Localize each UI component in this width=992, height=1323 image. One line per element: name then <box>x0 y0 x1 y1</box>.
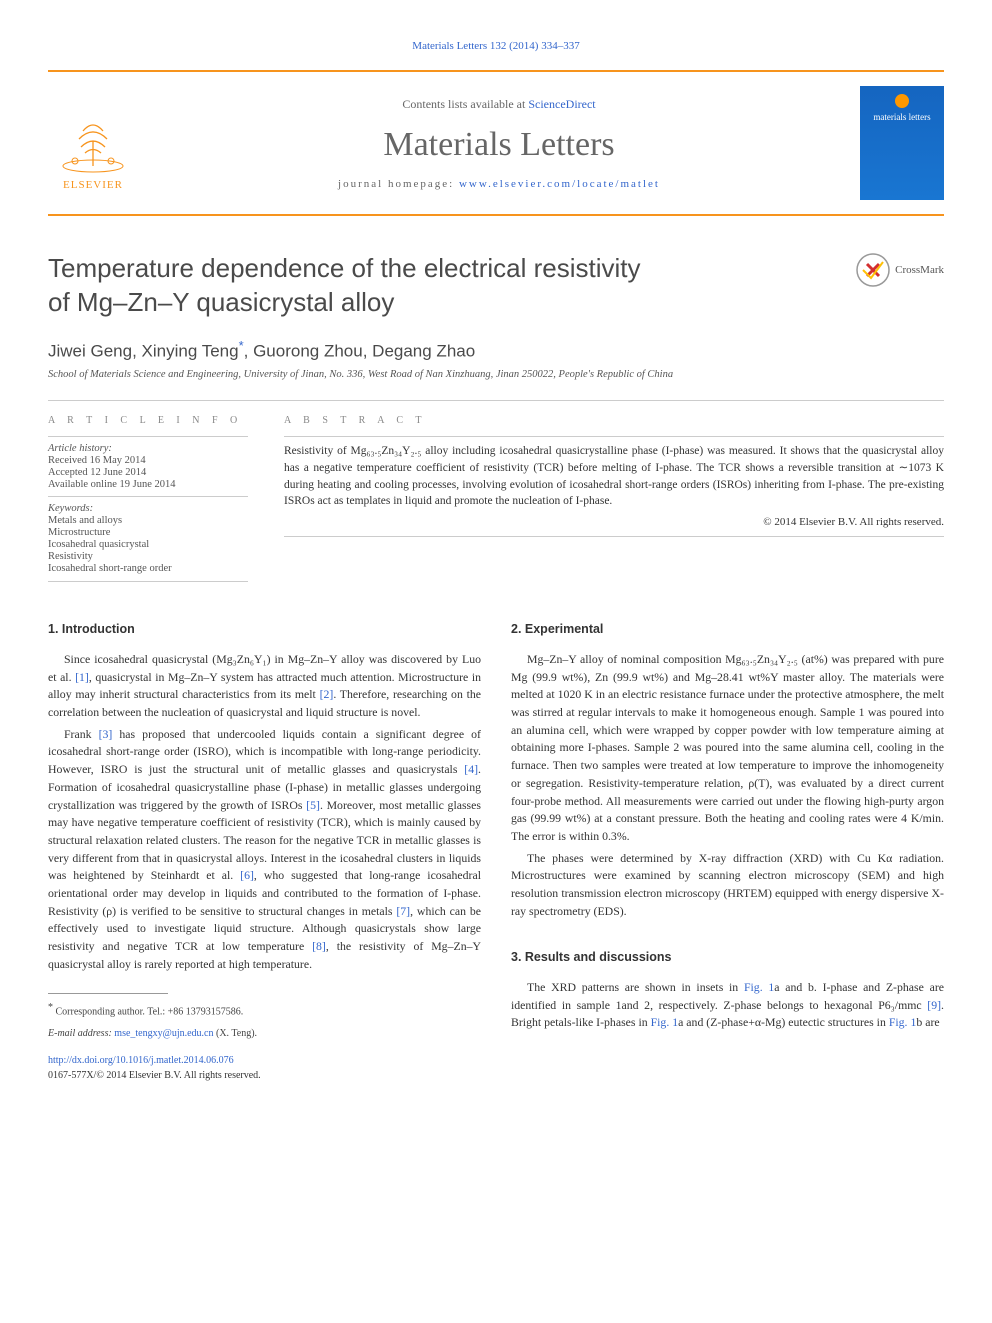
elsevier-logo: ELSEVIER <box>48 95 138 191</box>
history-online: Available online 19 June 2014 <box>48 479 248 490</box>
cover-dot-icon <box>895 94 909 108</box>
doi-block: http://dx.doi.org/10.1016/j.matlet.2014.… <box>48 1053 481 1083</box>
section-3-head: 3. Results and discussions <box>511 948 944 967</box>
ref-4[interactable]: [4] <box>464 762 478 776</box>
crossmark-badge[interactable]: CrossMark <box>855 252 944 288</box>
kw-2: Microstructure <box>48 527 248 538</box>
title-line-1: Temperature dependence of the electrical… <box>48 253 641 283</box>
s3p1a: The XRD patterns are shown in insets in <box>527 980 744 994</box>
email-who: (X. Teng). <box>214 1028 258 1039</box>
ref-3[interactable]: [3] <box>99 727 113 741</box>
s3p1e: b are <box>916 1015 939 1029</box>
ref-6[interactable]: [6] <box>240 868 254 882</box>
journal-cover-thumb: materials letters <box>860 86 944 200</box>
email-label: E-mail address: <box>48 1028 114 1039</box>
s2-para-2: The phases were determined by X-ray diff… <box>511 850 944 921</box>
contents-line: Contents lists available at ScienceDirec… <box>138 97 860 112</box>
ref-1[interactable]: [1] <box>75 670 89 684</box>
kw-3: Icosahedral quasicrystal <box>48 539 248 550</box>
article-info-head: A R T I C L E I N F O <box>48 415 248 426</box>
corr-text: Corresponding author. Tel.: +86 13793157… <box>56 1007 244 1018</box>
s1-para-1: Since icosahedral quasicrystal (Mg₃Zn₆Y₁… <box>48 651 481 722</box>
crossmark-label: CrossMark <box>895 264 944 276</box>
kw-4: Resistivity <box>48 551 248 562</box>
authors-first: Jiwei Geng, Xinying Teng <box>48 341 239 360</box>
s1p2b: has proposed that undercooled liquids co… <box>48 727 481 776</box>
ref-8[interactable]: [8] <box>312 939 326 953</box>
corresponding-footnote: * Corresponding author. Tel.: +86 137931… <box>48 1000 481 1019</box>
kw-5: Icosahedral short-range order <box>48 563 248 574</box>
homepage-line: journal homepage: www.elsevier.com/locat… <box>138 178 860 190</box>
kw-1: Metals and alloys <box>48 515 248 526</box>
authors-rest: , Guorong Zhou, Degang Zhao <box>244 341 476 360</box>
s3-para-1: The XRD patterns are shown in insets in … <box>511 979 944 1032</box>
s1p2a: Frank <box>64 727 99 741</box>
running-header: Materials Letters 132 (2014) 334–337 <box>48 40 944 52</box>
abstract-col: A B S T R A C T Resistivity of Mg₆₃.₅Zn₃… <box>284 415 944 575</box>
body-columns: 1. Introduction Since icosahedral quasic… <box>48 610 944 1082</box>
section-2-head: 2. Experimental <box>511 620 944 639</box>
divider <box>48 400 944 401</box>
homepage-prefix: journal homepage: <box>338 178 459 190</box>
abstract-text: Resistivity of Mg₆₃.₅Zn₃₄Y₂.₅ alloy incl… <box>284 443 944 510</box>
paper-title: Temperature dependence of the electrical… <box>48 252 855 320</box>
email-link[interactable]: mse_tengxy@ujn.edu.cn <box>114 1028 213 1039</box>
history-received: Received 16 May 2014 <box>48 455 248 466</box>
authors-line: Jiwei Geng, Xinying Teng*, Guorong Zhou,… <box>48 338 944 362</box>
fig-1-ref-a[interactable]: Fig. 1 <box>744 980 774 994</box>
cover-text: materials letters <box>873 112 930 122</box>
ref-5[interactable]: [5] <box>306 798 320 812</box>
footnote-star-icon: * <box>48 1002 56 1013</box>
fig-1-ref-b[interactable]: Fig. 1 <box>651 1015 679 1029</box>
elsevier-label: ELSEVIER <box>63 179 123 191</box>
header-center: Contents lists available at ScienceDirec… <box>138 97 860 190</box>
affiliation: School of Materials Science and Engineer… <box>48 369 944 380</box>
history-title: Article history: <box>48 443 248 454</box>
sciencedirect-link[interactable]: ScienceDirect <box>528 97 595 111</box>
contents-prefix: Contents lists available at <box>402 97 528 111</box>
title-block: Temperature dependence of the electrical… <box>48 252 944 320</box>
fig-1-ref-c[interactable]: Fig. 1 <box>889 1015 917 1029</box>
issn-line: 0167-577X/© 2014 Elsevier B.V. All right… <box>48 1068 481 1083</box>
email-footnote: E-mail address: mse_tengxy@ujn.edu.cn (X… <box>48 1026 481 1041</box>
left-column: 1. Introduction Since icosahedral quasic… <box>48 610 481 1082</box>
footnote-separator <box>48 993 168 994</box>
journal-header-box: ELSEVIER Contents lists available at Sci… <box>48 70 944 216</box>
journal-name: Materials Letters <box>138 126 860 164</box>
crossmark-icon <box>855 252 891 288</box>
page-root: Materials Letters 132 (2014) 334–337 ELS… <box>0 0 992 1123</box>
s3p1d: a and (Z-phase+α-Mg) eutectic structures… <box>678 1015 889 1029</box>
abstract-head: A B S T R A C T <box>284 415 944 426</box>
homepage-link[interactable]: www.elsevier.com/locate/matlet <box>459 178 660 190</box>
section-1-head: 1. Introduction <box>48 620 481 639</box>
doi-link[interactable]: http://dx.doi.org/10.1016/j.matlet.2014.… <box>48 1053 481 1068</box>
ref-7[interactable]: [7] <box>396 904 410 918</box>
history-accepted: Accepted 12 June 2014 <box>48 467 248 478</box>
elsevier-tree-icon <box>55 111 131 177</box>
abstract-copyright: © 2014 Elsevier B.V. All rights reserved… <box>284 516 944 528</box>
ref-9[interactable]: [9] <box>927 998 941 1012</box>
title-line-2: of Mg–Zn–Y quasicrystal alloy <box>48 287 394 317</box>
s1-para-2: Frank [3] has proposed that undercooled … <box>48 726 481 974</box>
info-abstract-row: A R T I C L E I N F O Article history: R… <box>48 415 944 575</box>
ref-2[interactable]: [2] <box>320 687 334 701</box>
right-column: 2. Experimental Mg–Zn–Y alloy of nominal… <box>511 610 944 1082</box>
article-info-col: A R T I C L E I N F O Article history: R… <box>48 415 248 575</box>
s2-para-1: Mg–Zn–Y alloy of nominal composition Mg₆… <box>511 651 944 846</box>
keywords-title: Keywords: <box>48 503 248 514</box>
